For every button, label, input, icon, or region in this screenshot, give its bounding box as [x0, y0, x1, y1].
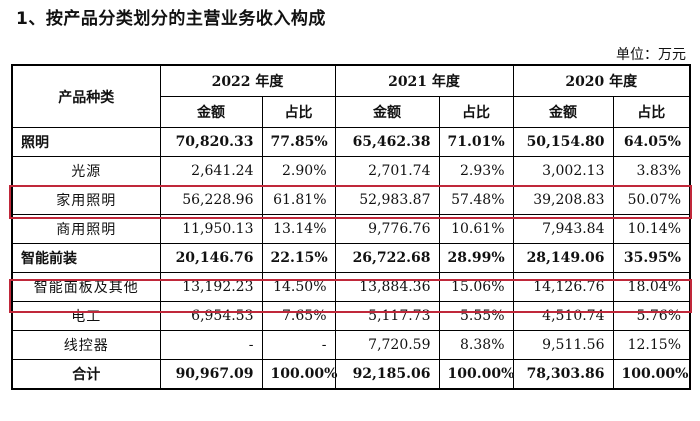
cell-amount-2021: 26,722.68 — [334, 243, 440, 273]
cell-amount-2021: 13,884.36 — [334, 272, 440, 302]
cell-ratio-2022: - — [261, 330, 336, 360]
ratio-header: 占比 — [261, 96, 336, 128]
unit-label: 单位：万元 — [616, 47, 686, 63]
table-row-wire-controller: 线控器 - - 7,720.59 8.38% 9,511.56 12.15% — [11, 330, 691, 360]
cell-amount-2022: 13,192.23 — [159, 272, 263, 302]
cell-amount-2022: 20,146.76 — [159, 243, 263, 273]
cell-amount-2021: 52,983.87 — [334, 185, 440, 215]
cell-amount-2021: 5,117.73 — [334, 301, 440, 331]
cell-ratio-2022: 14.50% — [261, 272, 336, 302]
header-row-columns: 金额 占比 金额 占比 金额 占比 — [12, 96, 691, 128]
table-row-smart-preinstall: 智能前装 20,146.76 22.15% 26,722.68 28.99% 2… — [11, 243, 691, 273]
ratio-header: 占比 — [438, 96, 514, 128]
cell-amount-2020: 3,002.13 — [512, 156, 614, 186]
amount-header: 金额 — [334, 96, 440, 128]
year-2022-header: 2022 年度 — [159, 64, 336, 97]
cell-ratio-2021: 15.06% — [438, 272, 514, 302]
table-row-electrical: 电工 6,954.53 7.65% 5,117.73 5.55% 4,510.7… — [11, 301, 691, 331]
cell-amount-2021: 2,701.74 — [334, 156, 440, 186]
cell-ratio-2022: 61.81% — [261, 185, 336, 215]
amount-header: 金额 — [159, 96, 263, 128]
cell-amount-2022: 11,950.13 — [159, 214, 263, 244]
cell-ratio-2021: 2.93% — [438, 156, 514, 186]
cell-amount-2022: 70,820.33 — [159, 127, 263, 157]
table-row-lighting: 照明 70,820.33 77.85% 65,462.38 71.01% 50,… — [11, 127, 691, 157]
category-header: 产品种类 — [11, 64, 161, 128]
cell-ratio-2022: 7.65% — [261, 301, 336, 331]
cell-amount-2022: 90,967.09 — [159, 359, 263, 390]
amount-header: 金额 — [512, 96, 614, 128]
year-2021-header: 2021 年度 — [334, 64, 514, 97]
cell-ratio-2021: 71.01% — [438, 127, 514, 157]
table-row-light-source: 光源 2,641.24 2.90% 2,701.74 2.93% 3,002.1… — [11, 156, 691, 186]
table-row-total: 合计 90,967.09 100.00% 92,185.06 100.00% 7… — [11, 359, 691, 390]
cell-ratio-2020: 12.15% — [612, 330, 691, 360]
cell-ratio-2022: 100.00% — [261, 359, 337, 390]
cell-ratio-2021: 8.38% — [438, 330, 514, 360]
cell-amount-2022: - — [159, 330, 263, 360]
revenue-table: 产品种类 2022 年度 2021 年度 2020 年度 金额 占比 金额 占比… — [11, 64, 691, 390]
row-label: 智能前装 — [11, 243, 161, 273]
cell-amount-2021: 7,720.59 — [334, 330, 440, 360]
cell-amount-2022: 6,954.53 — [159, 301, 263, 331]
cell-amount-2020: 4,510.74 — [512, 301, 614, 331]
cell-amount-2020: 50,154.80 — [512, 127, 614, 157]
cell-amount-2021: 65,462.38 — [334, 127, 440, 157]
cell-amount-2020: 7,943.84 — [512, 214, 614, 244]
year-2020-header: 2020 年度 — [512, 64, 691, 97]
table-row-smart-panel: 智能面板及其他 13,192.23 14.50% 13,884.36 15.06… — [11, 272, 691, 302]
cell-amount-2021: 92,185.06 — [334, 359, 440, 390]
cell-ratio-2021: 28.99% — [438, 243, 514, 273]
cell-ratio-2020: 5.76% — [612, 301, 691, 331]
row-label: 商用照明 — [11, 214, 161, 244]
cell-amount-2022: 56,228.96 — [159, 185, 263, 215]
cell-ratio-2020: 10.14% — [612, 214, 691, 244]
header-row-years: 产品种类 2022 年度 2021 年度 2020 年度 — [11, 64, 691, 128]
cell-ratio-2020: 35.95% — [612, 243, 691, 273]
cell-ratio-2022: 2.90% — [261, 156, 336, 186]
cell-amount-2020: 9,511.56 — [512, 330, 614, 360]
cell-ratio-2020: 18.04% — [612, 272, 691, 302]
cell-ratio-2021: 57.48% — [438, 185, 514, 215]
table-row-commercial-lighting: 商用照明 11,950.13 13.14% 9,776.76 10.61% 7,… — [11, 214, 691, 244]
cell-ratio-2022: 22.15% — [261, 243, 336, 273]
row-label: 合计 — [11, 359, 161, 390]
cell-ratio-2021: 5.55% — [438, 301, 514, 331]
cell-ratio-2021: 100.00% — [438, 359, 514, 390]
table-row-home-lighting: 家用照明 56,228.96 61.81% 52,983.87 57.48% 3… — [11, 185, 691, 215]
cell-amount-2020: 14,126.76 — [512, 272, 614, 302]
cell-ratio-2022: 13.14% — [261, 214, 336, 244]
row-label: 线控器 — [11, 330, 161, 360]
row-label: 家用照明 — [11, 185, 161, 215]
row-label: 智能面板及其他 — [11, 272, 161, 302]
cell-ratio-2021: 10.61% — [438, 214, 514, 244]
cell-amount-2020: 78,303.86 — [512, 359, 614, 390]
cell-ratio-2020: 100.00% — [612, 359, 691, 390]
cell-amount-2021: 9,776.76 — [334, 214, 440, 244]
cell-amount-2020: 28,149.06 — [512, 243, 614, 273]
section-heading: 1、按产品分类划分的主营业务收入构成 — [16, 9, 326, 29]
row-label: 照明 — [11, 127, 161, 157]
ratio-header: 占比 — [612, 96, 691, 128]
row-label: 光源 — [11, 156, 161, 186]
cell-ratio-2020: 50.07% — [612, 185, 691, 215]
cell-ratio-2022: 77.85% — [261, 127, 336, 157]
cell-ratio-2020: 64.05% — [612, 127, 691, 157]
row-label: 电工 — [11, 301, 161, 331]
cell-ratio-2020: 3.83% — [612, 156, 691, 186]
cell-amount-2022: 2,641.24 — [159, 156, 263, 186]
cell-amount-2020: 39,208.83 — [512, 185, 614, 215]
